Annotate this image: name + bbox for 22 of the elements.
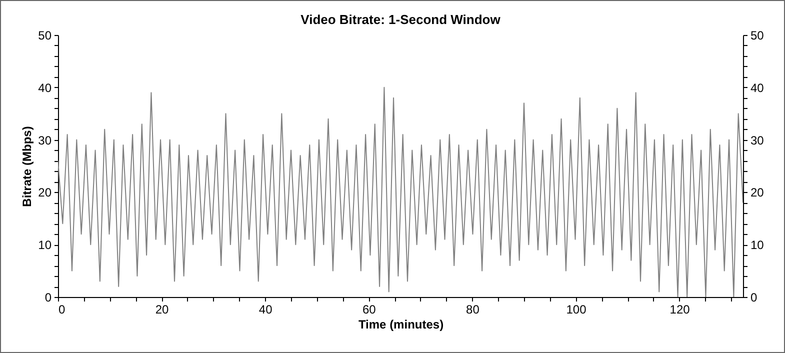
- y-tick-label: 10: [38, 238, 52, 252]
- x-tick-label: 80: [466, 302, 480, 316]
- x-tick-label: 20: [155, 302, 170, 316]
- y2-tick-label: 0: [750, 290, 758, 304]
- y2-tick-label: 40: [750, 80, 764, 95]
- y-tick-label: 30: [38, 133, 52, 148]
- y-tick-label: 50: [38, 28, 52, 42]
- x-tick-label: 60: [362, 302, 376, 316]
- y2-tick-label: 20: [750, 186, 764, 200]
- x-tick-label: 100: [566, 302, 587, 316]
- y2-tick-label: 50: [750, 28, 764, 42]
- y-tick-label: 20: [38, 186, 52, 200]
- y-tick-label: 0: [44, 290, 52, 304]
- x-axis-title: Time (minutes): [358, 318, 444, 332]
- x-tick-label: 40: [258, 302, 273, 316]
- x-tick-label: 0: [58, 302, 66, 316]
- y2-tick-label: 10: [750, 238, 764, 252]
- y-tick-label: 40: [38, 80, 52, 95]
- chart-title: Video Bitrate: 1-Second Window: [300, 12, 502, 27]
- y-axis-title: Bitrate (Mbps): [20, 126, 34, 207]
- x-tick-label: 120: [670, 302, 690, 316]
- y2-tick-label: 30: [750, 133, 764, 148]
